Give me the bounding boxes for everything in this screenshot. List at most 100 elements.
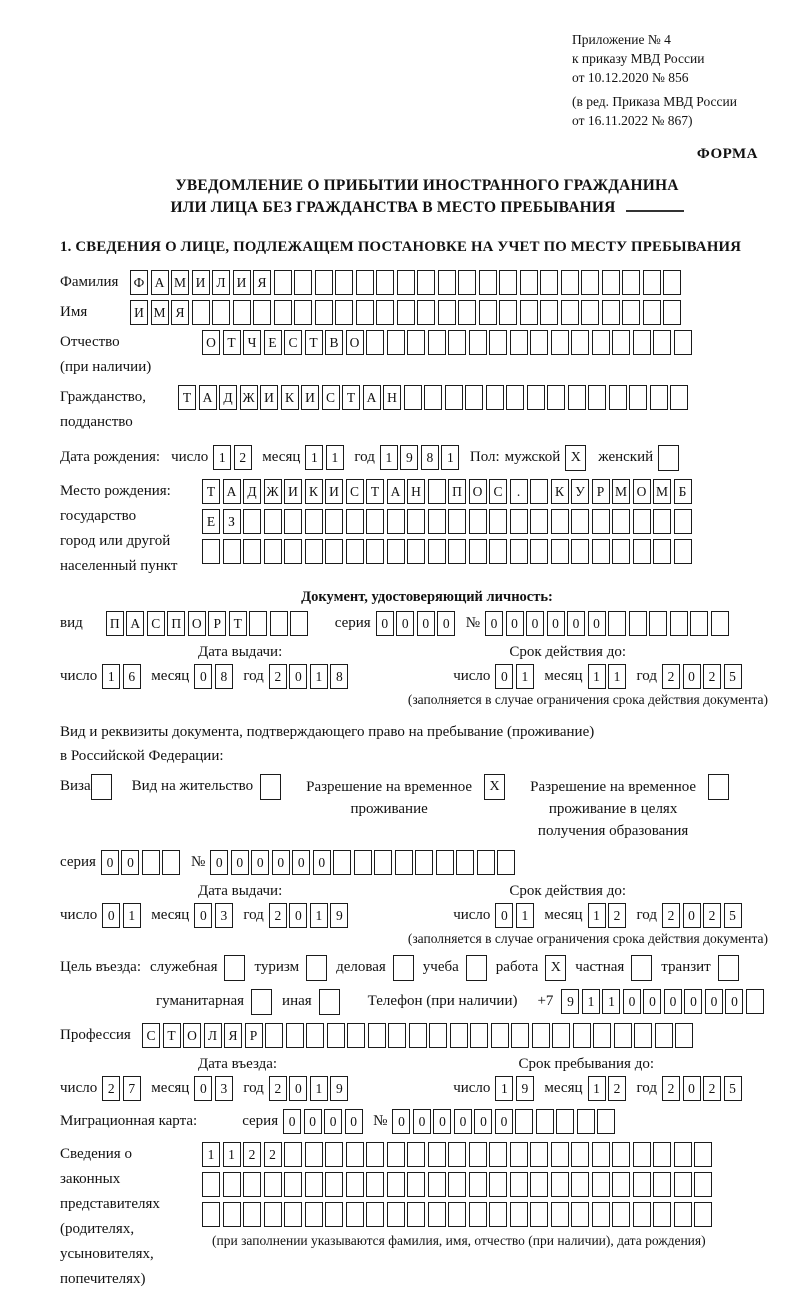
char-cell[interactable]: 0 bbox=[433, 1109, 452, 1134]
char-cell[interactable] bbox=[642, 300, 661, 325]
char-cell[interactable] bbox=[673, 539, 692, 564]
char-cell[interactable] bbox=[468, 509, 487, 534]
char-cell[interactable] bbox=[427, 539, 446, 564]
char-cell[interactable]: Ч bbox=[243, 330, 261, 355]
char-cell[interactable] bbox=[304, 539, 323, 564]
purpose-tourism-checkbox[interactable] bbox=[306, 955, 328, 981]
char-cell[interactable]: М bbox=[150, 300, 169, 325]
char-cell[interactable]: 2 bbox=[268, 664, 287, 689]
char-cell[interactable]: 1 bbox=[379, 445, 398, 470]
char-cell[interactable] bbox=[478, 270, 497, 295]
char-cell[interactable]: О bbox=[187, 611, 206, 636]
char-cell[interactable]: 0 bbox=[289, 903, 308, 928]
char-cell[interactable] bbox=[612, 1172, 630, 1197]
char-cell[interactable]: 0 bbox=[622, 989, 641, 1014]
char-cell[interactable] bbox=[571, 1202, 589, 1227]
char-cell[interactable] bbox=[325, 1172, 343, 1197]
char-cell[interactable]: 2 bbox=[608, 903, 627, 928]
char-cell[interactable]: 0 bbox=[344, 1109, 363, 1134]
char-cell[interactable] bbox=[285, 1023, 304, 1048]
char-cell[interactable]: 1 bbox=[325, 445, 344, 470]
char-cell[interactable] bbox=[429, 1023, 447, 1048]
char-cell[interactable] bbox=[560, 270, 579, 295]
char-cell[interactable] bbox=[540, 300, 558, 325]
char-cell[interactable]: 0 bbox=[416, 611, 435, 636]
char-cell[interactable]: Т bbox=[366, 479, 384, 504]
char-cell[interactable] bbox=[326, 1023, 345, 1048]
char-cell[interactable] bbox=[567, 385, 586, 410]
char-cell[interactable] bbox=[273, 300, 292, 325]
char-cell[interactable] bbox=[325, 1202, 343, 1227]
char-cell[interactable] bbox=[386, 1142, 405, 1167]
char-cell[interactable] bbox=[376, 270, 394, 295]
char-cell[interactable] bbox=[710, 611, 729, 636]
char-cell[interactable]: 2 bbox=[608, 1076, 627, 1101]
char-cell[interactable] bbox=[601, 300, 620, 325]
char-cell[interactable] bbox=[253, 300, 271, 325]
char-cell[interactable] bbox=[458, 270, 476, 295]
char-cell[interactable] bbox=[417, 300, 435, 325]
char-cell[interactable] bbox=[345, 1202, 364, 1227]
char-cell[interactable] bbox=[424, 385, 442, 410]
char-cell[interactable]: 2 bbox=[703, 1076, 721, 1101]
char-cell[interactable] bbox=[673, 1142, 692, 1167]
char-cell[interactable]: А bbox=[198, 385, 217, 410]
char-cell[interactable]: 6 bbox=[122, 664, 141, 689]
char-cell[interactable] bbox=[325, 539, 343, 564]
char-cell[interactable] bbox=[571, 539, 589, 564]
char-cell[interactable]: 1 bbox=[309, 664, 328, 689]
char-cell[interactable] bbox=[530, 1172, 548, 1197]
char-cell[interactable] bbox=[489, 330, 507, 355]
char-cell[interactable] bbox=[435, 850, 454, 875]
char-cell[interactable]: С bbox=[284, 330, 302, 355]
char-cell[interactable]: 0 bbox=[505, 611, 524, 636]
char-cell[interactable] bbox=[673, 1172, 692, 1197]
char-cell[interactable] bbox=[407, 330, 425, 355]
char-cell[interactable]: 0 bbox=[495, 664, 514, 689]
char-cell[interactable]: 0 bbox=[546, 611, 565, 636]
char-cell[interactable]: 0 bbox=[251, 850, 270, 875]
char-cell[interactable]: 2 bbox=[662, 664, 680, 689]
char-cell[interactable]: 8 bbox=[330, 664, 349, 689]
char-cell[interactable]: В bbox=[325, 330, 343, 355]
char-cell[interactable]: 9 bbox=[330, 903, 349, 928]
char-cell[interactable] bbox=[269, 611, 288, 636]
char-cell[interactable] bbox=[550, 509, 569, 534]
char-cell[interactable] bbox=[437, 300, 456, 325]
char-cell[interactable]: 7 bbox=[122, 1076, 141, 1101]
char-cell[interactable] bbox=[530, 539, 548, 564]
purpose-official-checkbox[interactable] bbox=[224, 955, 246, 981]
char-cell[interactable]: 0 bbox=[283, 1109, 302, 1134]
char-cell[interactable]: 2 bbox=[263, 1142, 282, 1167]
char-cell[interactable] bbox=[355, 300, 374, 325]
char-cell[interactable] bbox=[284, 509, 302, 534]
char-cell[interactable]: 0 bbox=[289, 1076, 308, 1101]
char-cell[interactable] bbox=[376, 300, 394, 325]
char-cell[interactable] bbox=[427, 509, 446, 534]
char-cell[interactable] bbox=[465, 385, 483, 410]
char-cell[interactable]: 0 bbox=[289, 664, 308, 689]
char-cell[interactable] bbox=[366, 1142, 384, 1167]
char-cell[interactable]: М bbox=[171, 270, 189, 295]
char-cell[interactable]: О bbox=[202, 330, 220, 355]
char-cell[interactable] bbox=[417, 270, 435, 295]
char-cell[interactable]: 2 bbox=[233, 445, 252, 470]
char-cell[interactable]: П bbox=[448, 479, 466, 504]
char-cell[interactable]: 1 bbox=[587, 903, 606, 928]
char-cell[interactable] bbox=[550, 1202, 569, 1227]
char-cell[interactable] bbox=[141, 850, 160, 875]
char-cell[interactable]: Т bbox=[178, 385, 196, 410]
sex-male-checkbox[interactable]: X bbox=[565, 445, 587, 471]
char-cell[interactable]: 1 bbox=[202, 1142, 220, 1167]
char-cell[interactable] bbox=[556, 1109, 575, 1134]
char-cell[interactable] bbox=[191, 300, 210, 325]
char-cell[interactable] bbox=[468, 1172, 487, 1197]
char-cell[interactable] bbox=[509, 539, 528, 564]
char-cell[interactable]: И bbox=[130, 300, 148, 325]
purpose-humanitarian-checkbox[interactable] bbox=[251, 989, 273, 1015]
char-cell[interactable]: 5 bbox=[723, 903, 742, 928]
char-cell[interactable]: 2 bbox=[243, 1142, 261, 1167]
char-cell[interactable] bbox=[571, 330, 589, 355]
char-cell[interactable]: 5 bbox=[723, 1076, 742, 1101]
char-cell[interactable] bbox=[448, 1202, 466, 1227]
